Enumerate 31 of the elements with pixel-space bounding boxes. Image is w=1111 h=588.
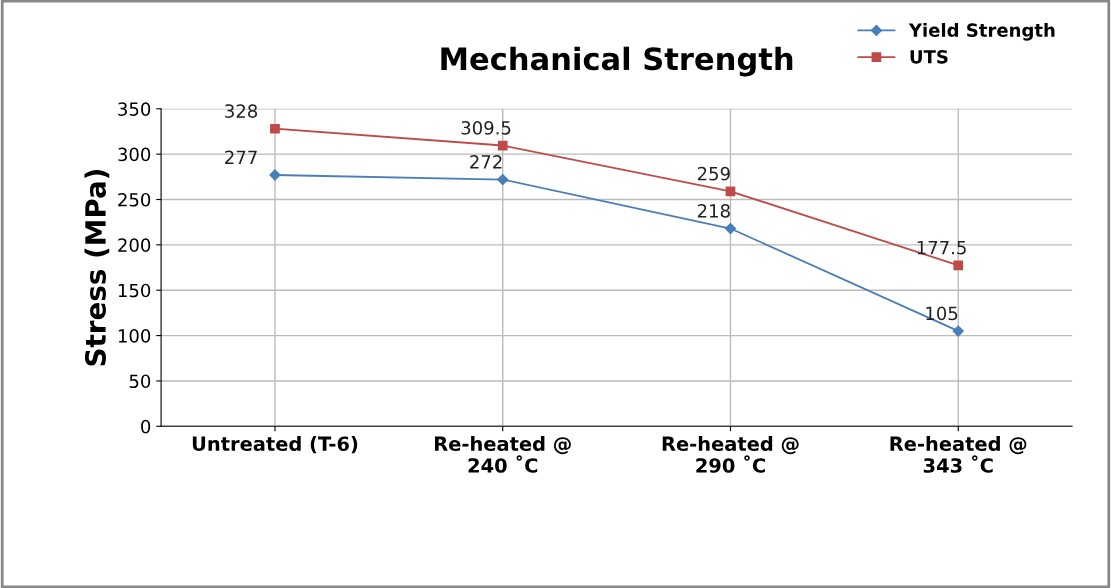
point — [497, 173, 509, 186]
point — [497, 140, 508, 151]
point — [724, 222, 737, 235]
y-tick-label: 350 — [118, 102, 151, 116]
x-tick-label: Re-heated @ 290 ˚C — [662, 436, 799, 473]
y-tick-label: 150 — [118, 283, 151, 298]
data-label: 277 — [225, 150, 257, 164]
y-tick-label: 200 — [118, 238, 151, 252]
x-tick-label: Re-heated @ 240 ˚C — [435, 436, 571, 473]
x-tick-label: Re-heated @ 343 ˚C — [890, 436, 1027, 473]
legend-label: Yield Strength — [908, 23, 1055, 41]
data-label: 259 — [697, 166, 730, 181]
data-label: 272 — [470, 155, 502, 169]
y-tick-label: 300 — [118, 147, 151, 162]
data-label: 309.5 — [461, 121, 511, 135]
point — [725, 186, 736, 197]
data-label: 328 — [225, 104, 258, 118]
point — [953, 260, 964, 271]
point — [952, 325, 964, 337]
point — [270, 123, 280, 134]
y-tick-label: 250 — [118, 192, 151, 207]
y-axis-title: Stress (MPa) — [84, 169, 110, 366]
y-tick-label: 100 — [118, 329, 151, 343]
data-label: 105 — [926, 306, 958, 321]
data-label: 177.5 — [917, 241, 966, 255]
legend-label: UTS — [910, 49, 948, 64]
y-tick-label: 0 — [141, 419, 151, 434]
x-tick-label: Untreated (T-6) — [192, 436, 358, 454]
data-label: 218 — [697, 204, 730, 218]
y-tick-label: 50 — [129, 374, 151, 389]
chart-title: Mechanical Strength — [441, 46, 793, 77]
